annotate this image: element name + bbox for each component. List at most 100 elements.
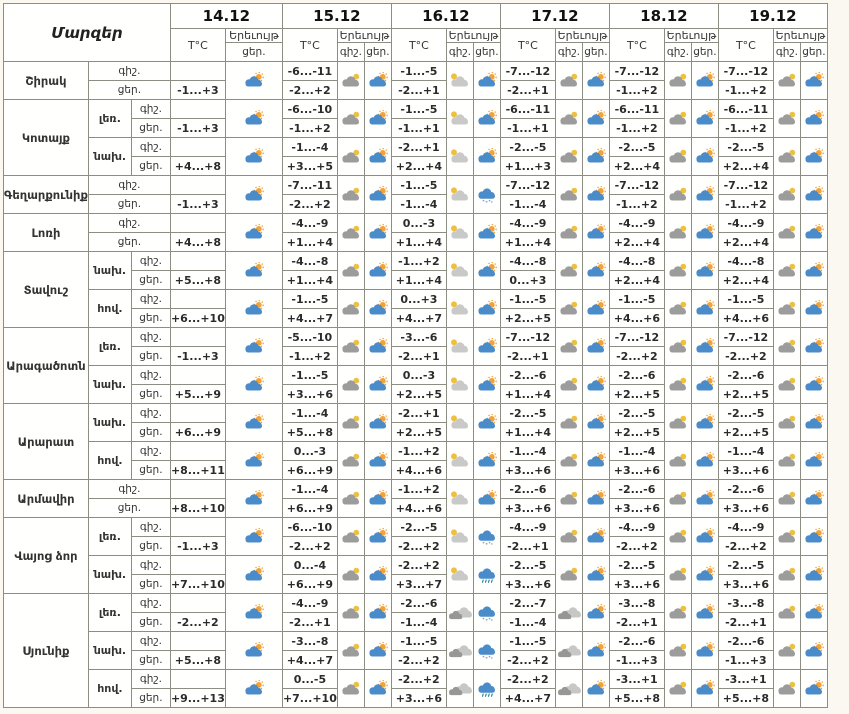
moon-cloud-icon bbox=[772, 251, 801, 290]
day-label: ցեր. bbox=[130, 308, 171, 328]
sun-cloud-icon bbox=[581, 669, 610, 708]
day-temp-cell: -2...+1 bbox=[390, 346, 447, 366]
sun-cloud-icon bbox=[799, 479, 828, 518]
region-cell: Վայոց ձոր bbox=[3, 517, 89, 594]
zone-cell: նախ. bbox=[87, 403, 132, 442]
day-temp-cell: -2...+1 bbox=[499, 346, 556, 366]
night-temp-cell bbox=[169, 403, 226, 423]
night-temp-cell: -2...+1 bbox=[390, 137, 447, 157]
night-temp-cell: -4...-9 bbox=[499, 213, 556, 233]
day-temp-cell: +5...+8 bbox=[169, 650, 226, 670]
day-temp-cell: +4...+7 bbox=[390, 308, 447, 328]
phenomenon-header: Երեւույթ bbox=[336, 28, 392, 43]
forecast-table: Մարզեր 14.12 15.12 16.12 17.12 18.12 19.12 T°C Ե… bbox=[3, 3, 828, 708]
day-label: ցեր. bbox=[130, 460, 171, 480]
date-header: 14.12 bbox=[169, 3, 283, 29]
sun-cloud-icon bbox=[690, 479, 719, 518]
sun-cloud-icon bbox=[224, 669, 283, 708]
moon-cloud-icon bbox=[772, 327, 801, 366]
moon-cloud-icon bbox=[663, 365, 692, 404]
day-label: ցեր. bbox=[130, 422, 171, 442]
zone-cell: լեռ. bbox=[87, 593, 132, 632]
moon-cloud-light-icon bbox=[445, 555, 474, 594]
day-temp-cell: +7...+10 bbox=[169, 574, 226, 594]
sun-cloud-icon bbox=[224, 99, 283, 138]
moon-cloud-icon bbox=[554, 175, 583, 214]
zone-cell: հով. bbox=[87, 289, 132, 328]
night-temp-cell bbox=[169, 517, 226, 537]
moon-cloud-light-icon bbox=[445, 327, 474, 366]
day-label: ցեր. bbox=[130, 346, 171, 366]
sun-cloud-icon bbox=[799, 669, 828, 708]
moon-cloud-icon bbox=[554, 517, 583, 556]
moon-cloud-icon bbox=[663, 289, 692, 328]
night-temp-cell bbox=[169, 669, 226, 689]
day-subheader: ցեր. bbox=[472, 42, 501, 62]
day-temp-cell: +2...+5 bbox=[717, 384, 774, 404]
sun-cloud-icon bbox=[472, 289, 501, 328]
sun-cloud-icon bbox=[799, 517, 828, 556]
sun-cloud-icon bbox=[690, 517, 719, 556]
temp-header: T°C bbox=[608, 28, 665, 62]
sun-cloud-icon bbox=[690, 669, 719, 708]
moon-cloud-icon bbox=[772, 137, 801, 176]
moon-cloud-icon bbox=[772, 593, 801, 632]
moon-cloud-icon bbox=[554, 403, 583, 442]
night-temp-cell: -4...-8 bbox=[717, 251, 774, 271]
day-temp-cell: +2...+5 bbox=[608, 384, 665, 404]
sun-cloud-icon bbox=[224, 365, 283, 404]
day-temp-cell: +8...+10 bbox=[169, 498, 226, 518]
moon-cloud-icon bbox=[336, 517, 365, 556]
day-temp-cell: +3...+5 bbox=[281, 156, 338, 176]
sun-cloud-icon bbox=[581, 365, 610, 404]
sun-cloud-icon bbox=[224, 327, 283, 366]
sun-cloud-icon bbox=[581, 251, 610, 290]
day-temp-cell: +3...+6 bbox=[499, 498, 556, 518]
moon-cloud-icon bbox=[336, 61, 365, 100]
night-label: գիշ. bbox=[130, 441, 171, 461]
moon-cloud-icon bbox=[554, 99, 583, 138]
date-header: 19.12 bbox=[717, 3, 828, 29]
night-subheader: գիշ. bbox=[336, 42, 365, 62]
phenomenon-header: Երեւույթ bbox=[554, 28, 610, 43]
day-temp-cell: -1...+2 bbox=[608, 194, 665, 214]
day-temp-cell: +3...+7 bbox=[390, 574, 447, 594]
moon-cloud-icon bbox=[554, 251, 583, 290]
moon-cloud-icon bbox=[772, 669, 801, 708]
moon-cloud-icon bbox=[772, 403, 801, 442]
day-temp-cell: -2...+1 bbox=[390, 80, 447, 100]
day-label: ցեր. bbox=[130, 270, 171, 290]
night-subheader: գիշ. bbox=[663, 42, 692, 62]
moon-cloud-light-icon bbox=[445, 213, 474, 252]
moon-cloud-icon bbox=[336, 555, 365, 594]
night-temp-cell bbox=[169, 213, 226, 233]
moon-cloud-icon bbox=[663, 403, 692, 442]
sun-cloud-icon bbox=[472, 99, 501, 138]
sun-cloud-icon bbox=[363, 175, 392, 214]
night-temp-cell: -4...-9 bbox=[499, 517, 556, 537]
moon-cloud-light-icon bbox=[445, 441, 474, 480]
sun-cloud-icon bbox=[224, 137, 283, 176]
day-label: ցեր. bbox=[130, 536, 171, 556]
day-temp-cell: +1...+4 bbox=[390, 232, 447, 252]
day-temp-cell: +5...+9 bbox=[169, 384, 226, 404]
night-temp-cell: -2...-6 bbox=[608, 479, 665, 499]
moon-cloud-icon bbox=[663, 61, 692, 100]
zone-cell: հով. bbox=[87, 441, 132, 480]
day-temp-cell: -2...+2 bbox=[281, 80, 338, 100]
day-temp-cell: +3...+6 bbox=[499, 574, 556, 594]
night-label: գիշ. bbox=[130, 289, 171, 309]
sun-cloud-icon bbox=[472, 251, 501, 290]
sun-cloud-icon bbox=[581, 99, 610, 138]
moon-cloud-icon bbox=[663, 479, 692, 518]
night-temp-cell: -2...-5 bbox=[499, 403, 556, 423]
night-temp-cell: -6...-10 bbox=[281, 99, 338, 119]
cloudy-icon bbox=[445, 669, 474, 708]
day-label: ցեր. bbox=[130, 384, 171, 404]
day-temp-cell: +3...+6 bbox=[608, 460, 665, 480]
night-subheader: գիշ. bbox=[554, 42, 583, 62]
day-temp-cell: -1...+2 bbox=[608, 80, 665, 100]
day-label: ցեր. bbox=[87, 80, 171, 100]
moon-cloud-icon bbox=[663, 99, 692, 138]
sun-cloud-icon bbox=[690, 593, 719, 632]
